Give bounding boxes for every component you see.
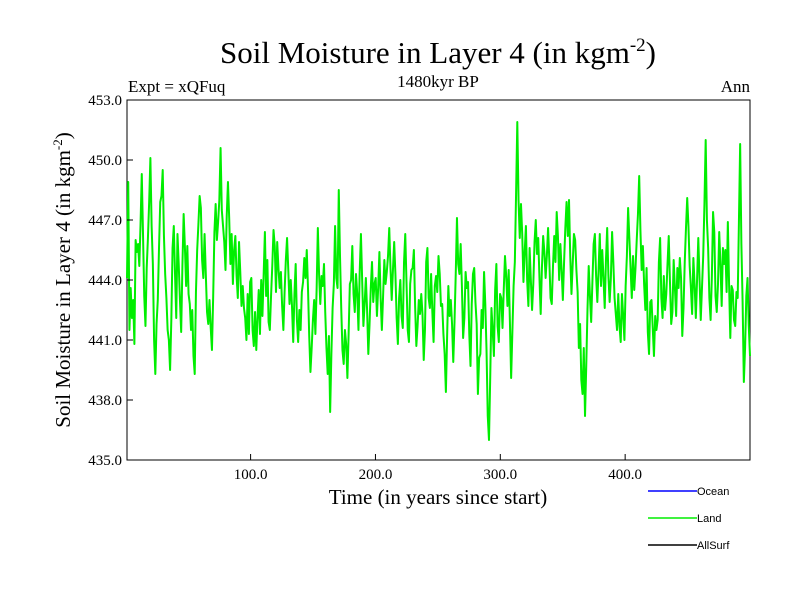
y-tick-label: 450.0 <box>88 153 122 169</box>
y-axis-label: Soil Moisture in Layer 4 (in kgm-2) <box>50 132 75 427</box>
legend-label-land: Land <box>697 513 721 525</box>
x-tick-label: 100.0 <box>234 467 268 483</box>
y-tick-label: 453.0 <box>88 93 122 109</box>
legend: Ocean Land AllSurf <box>648 486 730 552</box>
chart-title: Soil Moisture in Layer 4 (in kgm-2) <box>220 35 656 70</box>
y-tick-label: 438.0 <box>88 393 122 409</box>
y-tick-label: 435.0 <box>88 453 122 469</box>
legend-label-ocean: Ocean <box>697 486 729 498</box>
x-tick-label: 400.0 <box>608 467 642 483</box>
legend-label-allsurf: AllSurf <box>697 540 730 552</box>
y-tick-label: 441.0 <box>88 333 122 349</box>
x-axis-ticks: 100.0 200.0 300.0 400.0 <box>234 454 642 483</box>
subtitle-left: Expt = xQFuq <box>128 77 226 96</box>
subtitle-right: Ann <box>721 77 751 96</box>
x-tick-label: 200.0 <box>359 467 393 483</box>
subtitle-center: 1480kyr BP <box>397 72 479 91</box>
series-line-land <box>126 121 751 441</box>
x-axis-label: Time (in years since start) <box>329 485 548 509</box>
x-tick-label: 300.0 <box>483 467 517 483</box>
y-axis-ticks: 435.0 438.0 441.0 444.0 447.0 450.0 453.0 <box>88 93 133 469</box>
y-tick-label: 444.0 <box>88 273 122 289</box>
y-tick-label: 447.0 <box>88 213 122 229</box>
